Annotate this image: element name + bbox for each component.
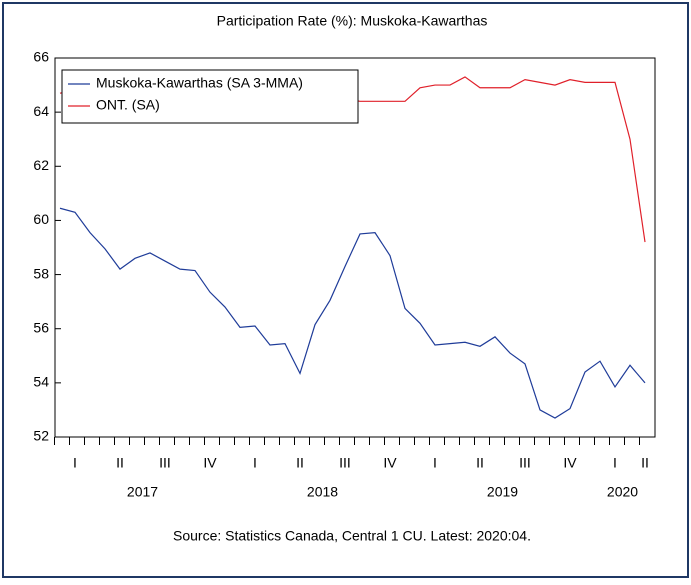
source: Source: Statistics Canada, Central 1 CU.… [173, 528, 531, 544]
x-tick-label: III [159, 455, 171, 471]
x-tick-label: III [339, 455, 351, 471]
x-tick-label: I [433, 455, 437, 471]
legend-label: ONT. (SA) [96, 97, 160, 113]
x-tick-label: IV [383, 455, 397, 471]
x-tick-label: II [476, 455, 484, 471]
y-tick-label: 66 [33, 49, 49, 65]
year-label: 2020 [607, 484, 638, 500]
y-tick-label: 62 [33, 157, 49, 173]
series-line [59, 207, 646, 419]
x-tick-label: II [296, 455, 304, 471]
y-tick-label: 56 [33, 319, 49, 335]
year-label: 2019 [487, 484, 518, 500]
year-label: 2018 [307, 484, 338, 500]
chart-title: Participation Rate (%): Muskoka-Kawartha… [217, 13, 488, 29]
y-tick-label: 58 [33, 265, 49, 281]
year-label: 2017 [127, 484, 158, 500]
y-tick-label: 64 [33, 103, 49, 119]
x-tick-label: II [116, 455, 124, 471]
x-tick-label: IV [563, 455, 577, 471]
y-tick-label: 60 [33, 211, 49, 227]
x-tick-label: I [73, 455, 77, 471]
x-tick-label: IV [203, 455, 217, 471]
legend-box [61, 69, 359, 124]
y-tick-label: 54 [33, 374, 49, 390]
plot-frame [54, 57, 656, 438]
x-tick-label: I [613, 455, 617, 471]
legend-label: Muskoka-Kawarthas (SA 3-MMA) [96, 75, 303, 91]
x-tick-label: II [641, 455, 649, 471]
legend: Muskoka-Kawarthas (SA 3-MMA) ONT. (SA) [61, 69, 359, 124]
y-tick-label: 52 [33, 428, 49, 444]
x-tick-label: I [253, 455, 257, 471]
x-tick-label: III [519, 455, 531, 471]
